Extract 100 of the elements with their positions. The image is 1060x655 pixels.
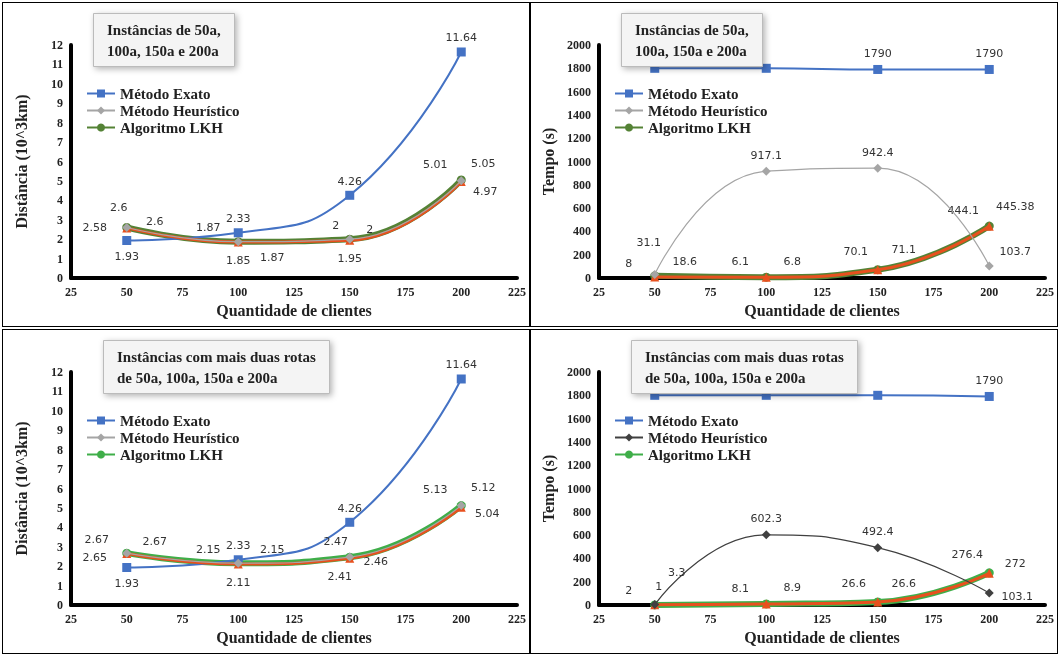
x-tick-label: 125 xyxy=(813,285,831,299)
point xyxy=(456,47,466,57)
data-label: 1.85 xyxy=(226,253,251,267)
y-tick-label: 1600 xyxy=(567,411,591,426)
legend-label: Algoritmo LKH xyxy=(648,446,752,463)
legend-label: Método Heurístico xyxy=(120,102,240,119)
point xyxy=(984,261,994,271)
x-tick-label: 200 xyxy=(452,612,471,626)
x-tick-label: 225 xyxy=(508,285,526,299)
data-label: 4.26 xyxy=(337,174,362,188)
legend-label: Método Heurístico xyxy=(648,429,768,446)
data-label: 1.95 xyxy=(337,251,362,265)
y-tick-label: 5 xyxy=(57,500,63,515)
x-tick-label: 50 xyxy=(648,612,661,626)
chart-title: Instâncias de 50a, 100a, 150a e 200a xyxy=(107,21,222,59)
y-tick-label: 1800 xyxy=(567,388,591,403)
y-tick-label: 1600 xyxy=(567,84,591,99)
y-tick-label: 1400 xyxy=(567,434,591,449)
y-tick-label: 12 xyxy=(51,38,63,52)
data-label: 2 xyxy=(625,584,633,598)
data-label: 6.8 xyxy=(783,254,801,268)
data-label: 5.04 xyxy=(475,506,500,520)
data-label: 8.9 xyxy=(783,581,801,595)
x-tick-label: 25 xyxy=(593,612,605,626)
y-tick-label: 9 xyxy=(57,423,63,438)
x-tick-label: 225 xyxy=(508,612,526,626)
y-tick-label: 6 xyxy=(57,481,63,496)
y-tick-label: 1400 xyxy=(567,107,591,122)
y-tick-label: 3 xyxy=(57,539,63,554)
data-label: 8.1 xyxy=(731,581,749,595)
point xyxy=(873,390,883,400)
y-tick-label: 600 xyxy=(573,528,591,543)
point xyxy=(345,190,355,200)
data-label: 18.6 xyxy=(672,255,697,269)
y-tick-label: 3 xyxy=(57,212,63,227)
data-label: 276.4 xyxy=(951,548,983,562)
data-label: 1790 xyxy=(975,46,1004,60)
y-tick-label: 1 xyxy=(57,578,63,593)
data-label: 1790 xyxy=(975,373,1004,387)
data-label: 8 xyxy=(625,256,633,270)
legend-label: Método Exato xyxy=(120,85,211,102)
point xyxy=(873,64,883,74)
x-axis-title: Quantidade de clientes xyxy=(216,629,372,647)
x-axis-title: Quantidade de clientes xyxy=(744,302,900,320)
y-tick-label: 0 xyxy=(57,271,63,285)
x-tick-label: 150 xyxy=(340,612,359,626)
point xyxy=(233,228,243,238)
data-label: 1.93 xyxy=(114,250,139,264)
y-tick-label: 400 xyxy=(573,224,591,239)
data-label: 1.87 xyxy=(260,251,285,265)
data-label: 3.3 xyxy=(668,566,686,580)
x-axis-title: Quantidade de clientes xyxy=(216,302,372,320)
data-label: 2.15 xyxy=(260,542,285,556)
y-tick-label: 4 xyxy=(57,520,63,535)
point xyxy=(122,236,132,246)
data-label: 103.1 xyxy=(1001,590,1033,604)
y-tick-label: 200 xyxy=(573,574,591,589)
x-tick-label: 150 xyxy=(340,285,359,299)
x-tick-label: 225 xyxy=(1036,285,1054,299)
y-tick-label: 2000 xyxy=(567,38,591,52)
y-tick-label: 0 xyxy=(585,271,591,285)
y-tick-label: 1800 xyxy=(567,61,591,76)
x-tick-label: 100 xyxy=(757,285,776,299)
x-tick-label: 125 xyxy=(285,612,303,626)
data-label: 1790 xyxy=(863,46,892,60)
x-tick-label: 75 xyxy=(176,285,189,299)
data-label: 444.1 xyxy=(947,203,979,217)
y-tick-label: 10 xyxy=(51,76,63,91)
data-label: 1.87 xyxy=(196,221,221,235)
point xyxy=(984,588,994,598)
point xyxy=(761,63,771,73)
data-label: 5.01 xyxy=(423,158,448,172)
x-tick-label: 125 xyxy=(285,285,303,299)
y-tick-label: 200 xyxy=(573,247,591,262)
legend-label: Método Heurístico xyxy=(648,102,768,119)
data-label: 2.33 xyxy=(226,539,251,553)
x-tick-label: 25 xyxy=(65,285,77,299)
data-label: 942.4 xyxy=(862,145,894,159)
y-tick-label: 2 xyxy=(57,559,63,574)
y-tick-label: 7 xyxy=(57,462,63,477)
x-tick-label: 125 xyxy=(813,612,831,626)
data-label: 4.26 xyxy=(337,501,362,515)
y-tick-label: 400 xyxy=(573,551,591,566)
y-tick-label: 8 xyxy=(57,115,63,130)
y-tick-label: 9 xyxy=(57,96,63,111)
point xyxy=(761,530,771,540)
y-tick-label: 0 xyxy=(57,598,63,612)
y-tick-label: 1200 xyxy=(567,131,591,146)
data-label: 1.93 xyxy=(114,577,139,591)
point xyxy=(984,391,994,401)
data-label: 1 xyxy=(655,580,663,594)
data-label: 2.6 xyxy=(146,215,164,229)
data-label: 2.46 xyxy=(363,554,388,568)
x-tick-label: 100 xyxy=(229,285,248,299)
y-tick-label: 800 xyxy=(573,177,591,192)
data-label: 2.41 xyxy=(327,569,352,583)
y-tick-label: 2000 xyxy=(567,365,591,379)
point xyxy=(345,517,355,527)
data-label: 2.67 xyxy=(142,534,167,548)
point xyxy=(456,374,466,384)
